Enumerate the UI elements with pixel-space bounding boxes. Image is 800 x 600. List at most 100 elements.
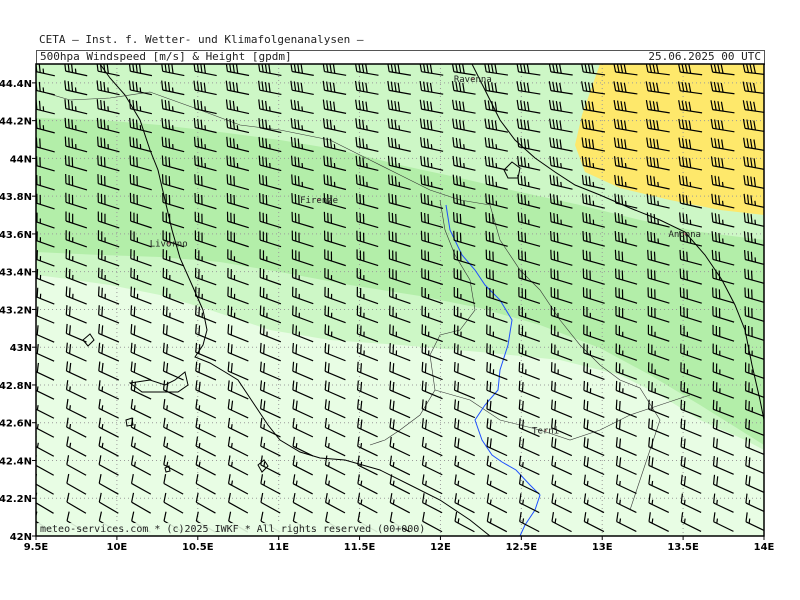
barb-staff [356,145,379,152]
barb-feather [260,436,263,447]
barb-feather [358,100,361,110]
barb-staff [389,145,411,152]
barb-staff [551,427,573,438]
barb-staff [130,332,152,343]
barb-feather [193,64,196,72]
barb-feather [462,101,465,112]
barb-staff [130,370,152,381]
city-label-livorno: Livorno [150,239,188,249]
barb-feather [200,157,203,167]
barb-staff [550,71,573,76]
barb-staff [356,127,379,133]
barb-feather [614,193,617,204]
barb-staff [389,389,411,400]
barb-feather [456,175,459,185]
barb-feather [327,400,331,411]
x-tick-label: 10E [107,542,128,553]
barb-feather [292,436,295,447]
barb-feather [232,119,235,130]
barb-feather [552,156,556,167]
barb-feather [229,100,232,110]
y-tick-label: 43.8N [0,192,32,203]
barb-staff [357,277,379,286]
barb-feather [324,343,327,353]
barb-half-feather [360,443,363,448]
barb-feather [130,455,134,465]
barb-staff [518,146,541,152]
barb-staff [615,221,638,228]
barb-feather [588,101,591,111]
barb-feather [520,213,523,223]
barb-staff [36,127,55,134]
barb-staff [292,351,314,362]
barb-feather [365,64,368,74]
barb-half-feather [101,386,104,392]
barb-feather [232,82,235,92]
barb-staff [421,389,443,400]
barb-feather [588,138,591,149]
barb-feather [458,64,462,73]
barb-feather [549,118,552,129]
barb-feather [491,82,494,92]
barb-feather [261,137,264,148]
barb-staff [163,295,185,305]
barb-half-feather [69,386,71,392]
barb-feather [322,80,326,91]
barb-staff [227,314,249,324]
barb-feather [743,137,746,148]
barb-staff [325,408,346,419]
barb-staff [421,146,444,152]
barb-staff [454,445,475,457]
barb-staff [712,90,735,95]
barb-feather [232,138,235,149]
barb-staff [130,201,152,210]
barb-staff [744,146,764,151]
barb-staff [130,389,152,400]
barb-staff [98,464,119,476]
barb-feather [526,101,530,112]
barb-feather [554,438,557,449]
barb-feather [520,119,523,129]
barb-feather [394,176,397,186]
barb-feather [718,195,721,205]
barb-feather [295,381,298,392]
barb-feather [200,138,203,149]
barb-staff [518,258,541,266]
barb-feather [420,137,423,147]
barb-feather [98,417,102,428]
barb-feather [324,474,328,484]
barb-staff [421,277,444,286]
barb-feather [265,157,268,167]
barb-staff [163,333,184,343]
barb-feather [613,81,617,91]
barb-feather [650,231,653,242]
barb-staff [130,145,152,153]
barb-feather [746,81,750,92]
city-marker [544,429,547,432]
barb-staff [583,314,605,323]
barb-staff [745,390,764,398]
barb-staff [389,108,411,114]
barb-staff [647,108,670,114]
barb-feather [262,156,264,167]
barb-feather [387,99,390,110]
barb-feather [98,398,101,409]
barb-feather [743,231,746,241]
barb-feather [291,174,293,184]
barb-feather [553,194,556,204]
barb-feather [616,100,620,111]
barb-feather [388,193,390,203]
barb-staff [454,427,475,438]
barb-feather [624,120,627,131]
barb-feather [485,212,488,222]
barb-feather [750,232,753,243]
barb-feather [235,64,239,74]
barb-feather [715,419,718,430]
barb-feather [392,400,395,411]
barb-feather [521,438,525,449]
barb-staff [195,183,217,191]
barb-feather [198,325,201,335]
barb-feather [96,64,99,72]
barb-feather [620,64,624,74]
